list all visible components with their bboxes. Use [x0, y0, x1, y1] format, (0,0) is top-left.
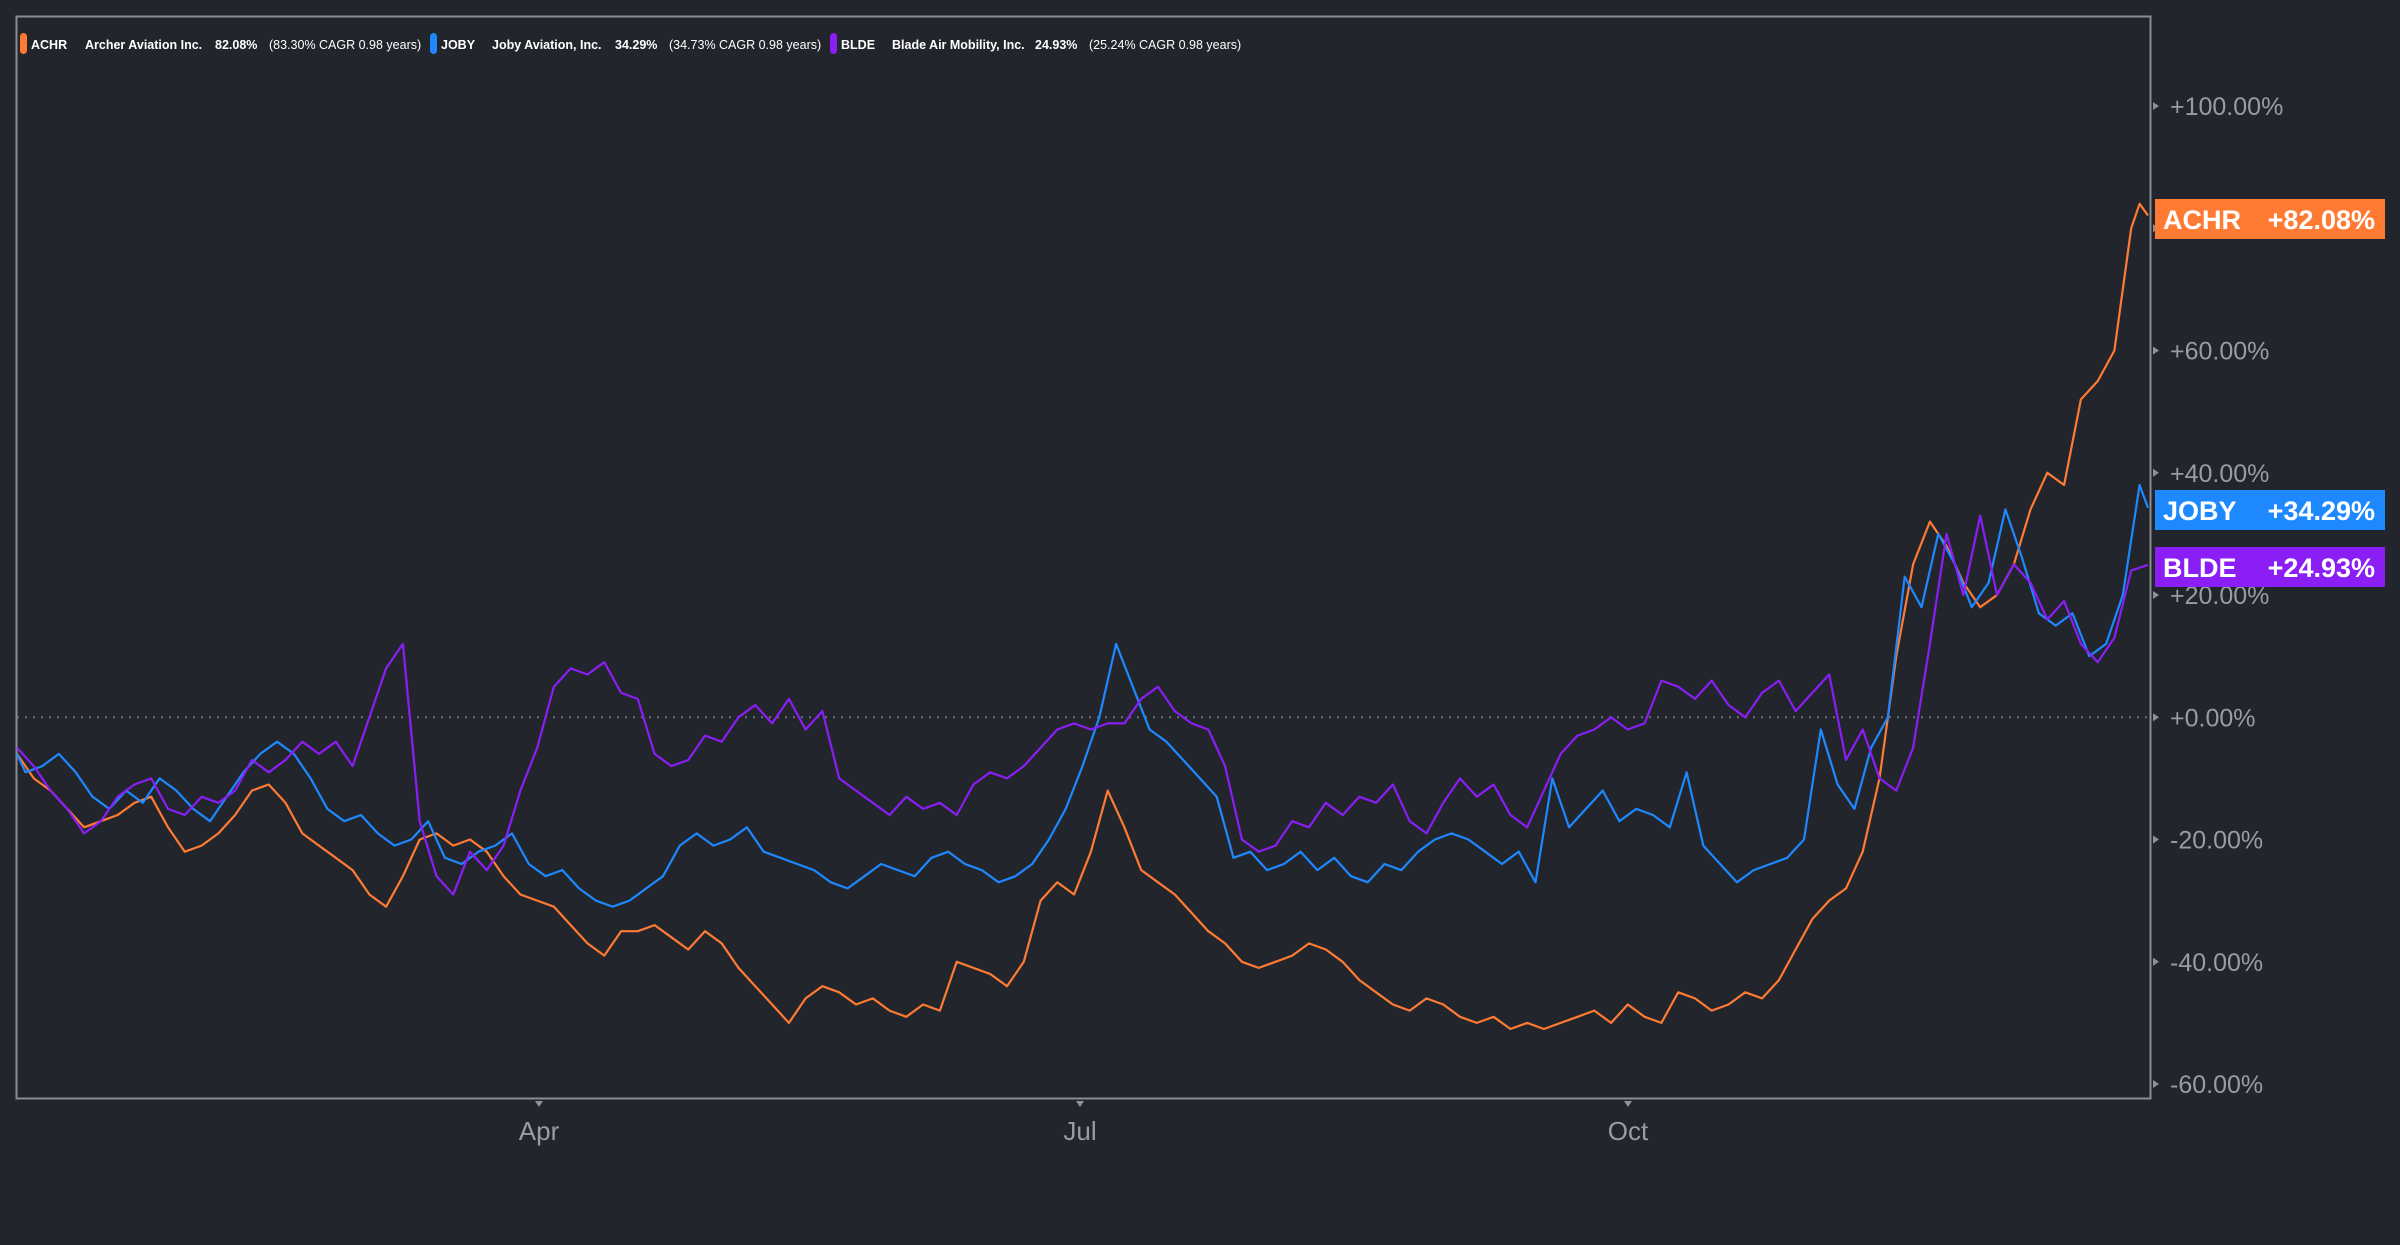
- y-tick-marker: [2153, 102, 2159, 110]
- legend-name: Archer Aviation Inc.: [85, 38, 202, 52]
- x-tick-label: Oct: [1608, 1116, 1649, 1146]
- legend-swatch: [430, 33, 437, 54]
- y-tick-label: -20.00%: [2170, 827, 2263, 855]
- y-tick-label: +100.00%: [2170, 93, 2283, 121]
- y-tick-marker: [2153, 591, 2159, 599]
- legend-value-text: 82.08%: [215, 38, 257, 52]
- end-label-value: +34.29%: [2268, 496, 2375, 526]
- y-tick-label: +0.00%: [2170, 704, 2256, 732]
- legend: ACHR Archer Aviation Inc. 82.08% (83.30% CA…: [20, 33, 1241, 54]
- x-tick-marker: [1076, 1101, 1084, 1107]
- end-label-blde: BLDE +24.93%: [2155, 547, 2385, 587]
- series-line-achr[interactable]: [16, 202, 2149, 1031]
- legend-item-achr[interactable]: ACHR Archer Aviation Inc. 82.08% (83.30% CA…: [20, 33, 421, 54]
- legend-swatch: [830, 33, 837, 54]
- end-label-ticker: JOBY: [2163, 496, 2237, 526]
- x-axis: Apr Jul Oct: [519, 1101, 1649, 1146]
- plot-frame: [15, 15, 2152, 1100]
- end-label-ticker: ACHR: [2163, 205, 2241, 235]
- legend-item-blde[interactable]: BLDE Blade Air Mobility, Inc. 24.93% (25.24…: [830, 33, 1241, 54]
- y-tick-label: -60.00%: [2170, 1071, 2263, 1099]
- x-tick-marker: [1624, 1101, 1632, 1107]
- legend-ticker: BLDE: [841, 38, 875, 52]
- y-tick-label: -40.00%: [2170, 949, 2263, 977]
- end-label-value: +82.08%: [2268, 205, 2375, 235]
- end-label-joby: JOBY +34.29%: [2155, 490, 2385, 530]
- y-tick-marker: [2153, 835, 2159, 844]
- legend-ticker: ACHR: [31, 38, 67, 52]
- end-label-value: +24.93%: [2268, 553, 2375, 583]
- y-tick-marker: [2153, 713, 2159, 722]
- end-label-ticker: BLDE: [2163, 553, 2237, 583]
- legend-name: Blade Air Mobility, Inc.: [892, 38, 1025, 52]
- legend-ticker: JOBY: [441, 38, 476, 52]
- y-tick-marker: [2153, 957, 2159, 966]
- legend-cagr-text: (25.24% CAGR 0.98 years): [1089, 38, 1241, 52]
- legend-value-text: 24.93%: [1035, 38, 1077, 52]
- y-axis: +100.00%+80.00%+60.00%+40.00%+20.00%+0.0…: [2153, 93, 2283, 1099]
- series-lines: [15, 202, 2150, 1031]
- end-value-labels: ACHR +82.08% JOBY +34.29% BLDE +24.93%: [2155, 199, 2385, 587]
- legend-swatch: [20, 33, 27, 54]
- legend-cagr-text: (34.73% CAGR 0.98 years): [669, 38, 821, 52]
- y-tick-marker: [2153, 346, 2159, 355]
- end-label-achr: ACHR +82.08%: [2155, 199, 2385, 239]
- legend-item-joby[interactable]: JOBY Joby Aviation, Inc. 34.29% (34.73% CAG…: [430, 33, 821, 54]
- series-line-blde[interactable]: [16, 514, 2149, 896]
- x-tick-marker: [535, 1101, 543, 1107]
- y-tick-label: +40.00%: [2170, 460, 2269, 488]
- y-tick-label: +60.00%: [2170, 338, 2269, 366]
- legend-name: Joby Aviation, Inc.: [492, 38, 602, 52]
- legend-cagr-text: (83.30% CAGR 0.98 years): [269, 38, 421, 52]
- x-tick-label: Apr: [519, 1116, 560, 1146]
- series-line-joby[interactable]: [15, 483, 2150, 908]
- x-tick-label: Jul: [1063, 1116, 1096, 1146]
- y-tick-marker: [2153, 468, 2159, 477]
- legend-value-text: 34.29%: [615, 38, 657, 52]
- y-tick-marker: [2153, 1080, 2159, 1088]
